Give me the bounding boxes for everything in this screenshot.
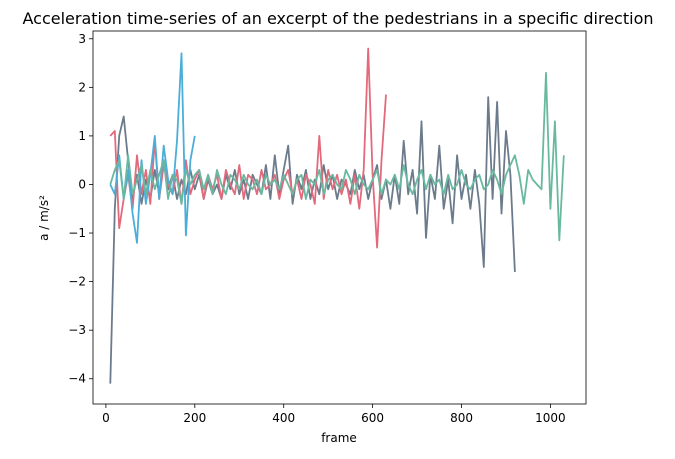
series-line (109, 71, 565, 242)
y-tick-label: 2 (78, 80, 86, 94)
series-line (109, 47, 387, 249)
y-tick-label: −3 (68, 323, 86, 337)
y-tick-label: −4 (68, 372, 86, 386)
x-tick-label: 200 (183, 411, 206, 425)
y-tick-label: −1 (68, 226, 86, 240)
y-axis-label: a / m/s² (37, 195, 51, 241)
y-tick-label: −2 (68, 275, 86, 289)
x-tick-label: 600 (361, 411, 384, 425)
plot-frame (92, 30, 587, 405)
x-tick-label: 0 (102, 411, 110, 425)
x-axis-label: frame (321, 431, 357, 445)
y-tick-label: 1 (78, 129, 86, 143)
series-line (109, 96, 516, 384)
y-tick-label: 3 (78, 32, 86, 46)
chart-title: Acceleration time-series of an excerpt o… (23, 9, 654, 28)
x-tick-label: 1000 (535, 411, 566, 425)
x-tick-label: 400 (272, 411, 295, 425)
series-line (109, 52, 196, 244)
x-tick-label: 800 (450, 411, 473, 425)
y-tick-label: 0 (78, 177, 86, 191)
